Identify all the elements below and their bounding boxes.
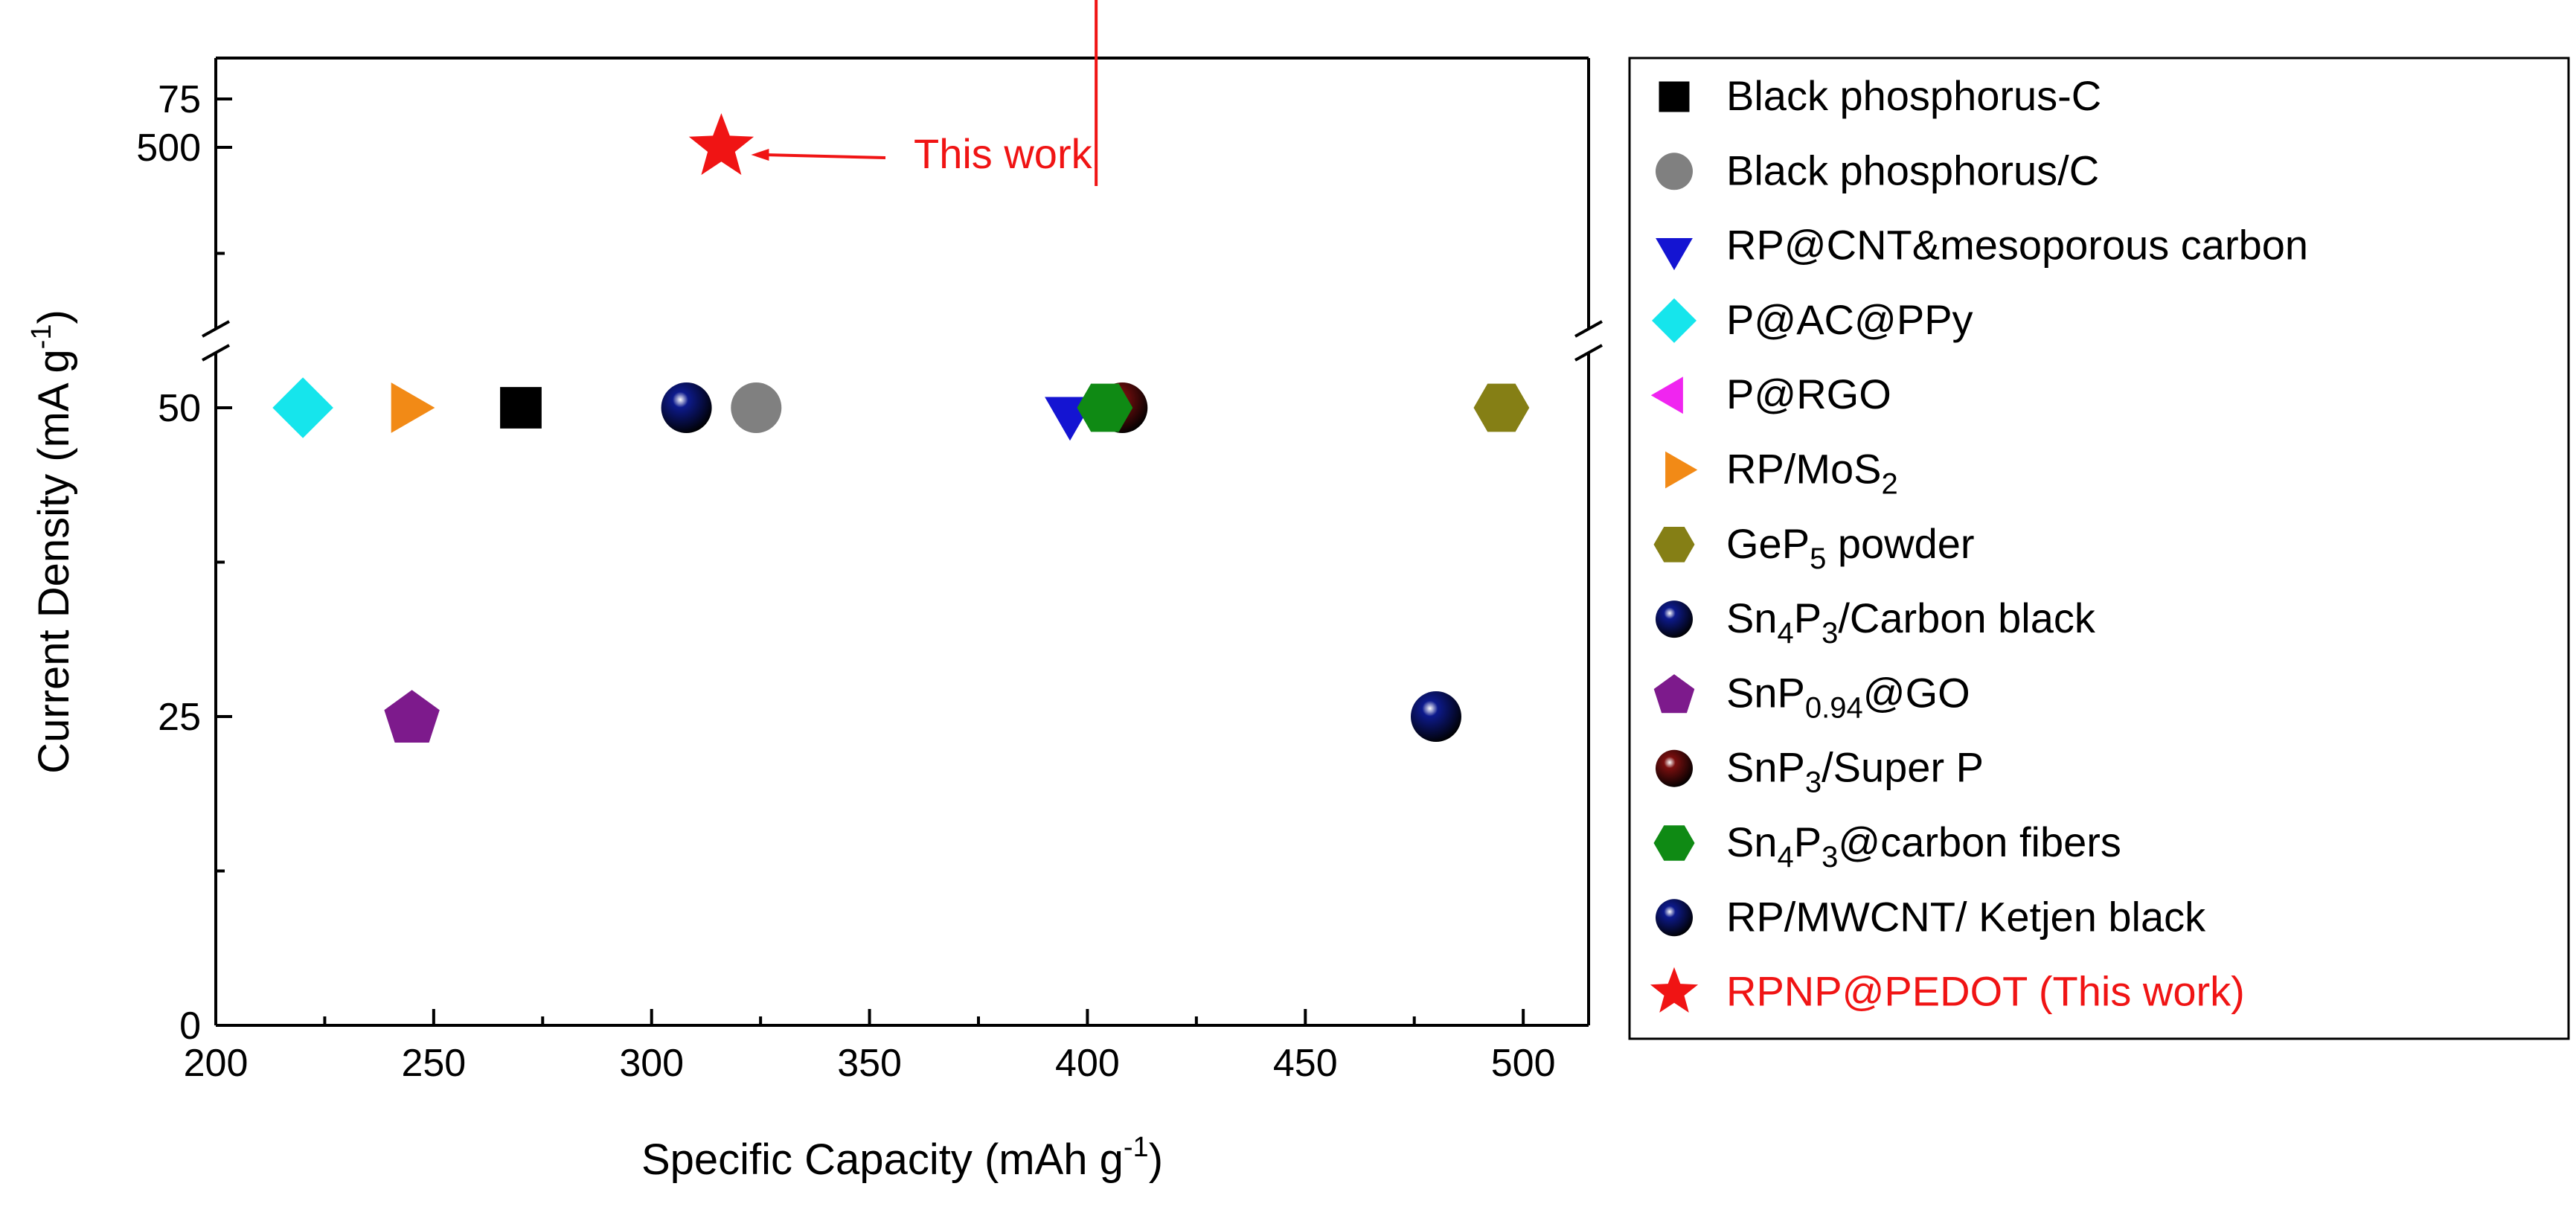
y-tick-label: 500 <box>136 126 201 170</box>
legend-marker <box>1653 674 1695 714</box>
x-axis-label-tail: ) <box>1149 1135 1163 1184</box>
legend-marker <box>1653 527 1695 563</box>
legend-label-subscript: 0.94 <box>1805 691 1863 724</box>
legend-label-subscript: 5 <box>1810 542 1826 575</box>
legend-label-text: Sn <box>1726 818 1778 865</box>
legend-label: Black phosphorus-C <box>1726 72 2101 119</box>
legend-label-text: Black phosphorus-C <box>1726 72 2101 119</box>
data-point-sn4p3-carbon-fibers <box>1077 383 1133 432</box>
legend-marker <box>1650 967 1699 1013</box>
legend-label-text: /Super P <box>1822 744 1984 791</box>
legend-label-text: /Carbon black <box>1838 595 2096 641</box>
y-tick-label: 0 <box>179 1005 201 1048</box>
legend-label: RP/MWCNT/ Ketjen black <box>1726 893 2206 940</box>
annotation-this-work: This work <box>914 130 1093 177</box>
x-tick-label: 450 <box>1273 1042 1338 1085</box>
legend-label: SnP3/Super P <box>1726 744 1984 799</box>
data-point-sn4p3-carbon-black <box>661 382 712 433</box>
y-axis-label-main: Current Density (mA g <box>30 349 78 774</box>
legend-label: P@AC@PPy <box>1726 296 1973 343</box>
y-axis-label-tail: ) <box>30 310 78 324</box>
legend-label-text: powder <box>1826 520 1974 567</box>
legend-label: Sn4P3@carbon fibers <box>1726 818 2121 874</box>
legend-label: P@RGO <box>1726 371 1891 417</box>
axis-break-mark <box>202 344 230 362</box>
data-point-gep5-powder <box>1473 383 1530 432</box>
x-tick-label: 200 <box>184 1042 249 1085</box>
x-tick-label: 250 <box>401 1042 466 1085</box>
data-point-rp-mwcnt-ketjen-black <box>1411 691 1461 742</box>
x-tick-label: 500 <box>1491 1042 1556 1085</box>
legend-marker <box>1656 238 1693 271</box>
legend-marker <box>1656 749 1693 787</box>
y-tick-label: 50 <box>158 387 201 430</box>
annotation-arrowhead <box>751 149 769 161</box>
legend-label-text: @carbon fibers <box>1838 818 2121 865</box>
data-point-rp-mos2 <box>391 382 435 433</box>
legend-marker <box>1659 81 1690 112</box>
legend-label-text: RP@CNT&mesoporous carbon <box>1726 222 2308 269</box>
legend-label-text: RP/MoS <box>1726 446 1882 493</box>
legend-label-subscript: 2 <box>1882 468 1898 501</box>
legend-label-text: @GO <box>1863 669 1970 716</box>
data-point-snp0-94-go <box>384 690 440 743</box>
legend-label-text: P <box>1794 595 1822 641</box>
y-axis-label-sup: -1 <box>26 324 57 350</box>
legend-label-text: P@AC@PPy <box>1726 296 1973 343</box>
legend-label-text: P@RGO <box>1726 371 1891 417</box>
legend-label: GeP5 powder <box>1726 520 1975 575</box>
legend-label: Sn4P3/Carbon black <box>1726 595 2096 650</box>
data-point-p-ac-ppy <box>272 377 333 438</box>
legend-label-text: SnP <box>1726 669 1805 716</box>
y-tick-label: 25 <box>158 696 201 739</box>
legend-marker <box>1653 825 1695 861</box>
legend-label: RP/MoS2 <box>1726 446 1898 501</box>
legend-marker <box>1656 153 1693 190</box>
legend-box <box>1628 57 2570 1040</box>
legend-marker <box>1650 377 1683 414</box>
legend-label-subscript: 3 <box>1805 766 1822 799</box>
legend-marker <box>1656 600 1693 638</box>
x-axis-label: Specific Capacity (mAh g-1) <box>641 1132 1163 1184</box>
axis-break-mark <box>1574 320 1603 338</box>
y-axis-label: Current Density (mA g-1) <box>26 310 78 774</box>
legend-label-subscript: 4 <box>1778 841 1794 874</box>
legend-label-text: GeP <box>1726 520 1810 567</box>
legend-label-text: RPNP@PEDOT (This work) <box>1726 968 2245 1015</box>
annotation-arrow-line <box>764 153 886 159</box>
data-point-black-phosphorus-c <box>500 387 542 429</box>
y-tick-label: 75 <box>158 78 201 121</box>
data-point-black-phosphorus-c <box>731 382 782 433</box>
x-axis-label-main: Specific Capacity (mAh g <box>641 1135 1124 1184</box>
legend-label-text: SnP <box>1726 744 1805 791</box>
x-tick-label: 300 <box>619 1042 684 1085</box>
legend-label-subscript: 4 <box>1778 617 1794 650</box>
legend-label-text: RP/MWCNT/ Ketjen black <box>1726 893 2206 940</box>
legend-marker <box>1665 451 1698 489</box>
legend-label-text: Sn <box>1726 595 1778 641</box>
axis-break-mark <box>1574 344 1603 362</box>
legend-label: SnP0.94@GO <box>1726 669 1970 724</box>
legend-label: Black phosphorus/C <box>1726 147 2099 193</box>
legend-label-text: Black phosphorus/C <box>1726 147 2099 193</box>
data-point-rpnp-pedot-this-work- <box>688 113 754 176</box>
legend-label: RPNP@PEDOT (This work) <box>1726 968 2245 1015</box>
axis-break-mark <box>202 320 230 338</box>
x-tick-label: 400 <box>1055 1042 1120 1085</box>
legend-label-text: P <box>1794 818 1822 865</box>
x-axis-label-sup: -1 <box>1124 1132 1149 1163</box>
x-tick-label: 350 <box>837 1042 902 1085</box>
legend-label-subscript: 3 <box>1822 617 1838 650</box>
legend-marker <box>1656 899 1693 937</box>
legend-label: RP@CNT&mesoporous carbon <box>1726 222 2308 269</box>
legend-marker <box>1652 298 1696 343</box>
legend-label-subscript: 3 <box>1822 841 1838 874</box>
